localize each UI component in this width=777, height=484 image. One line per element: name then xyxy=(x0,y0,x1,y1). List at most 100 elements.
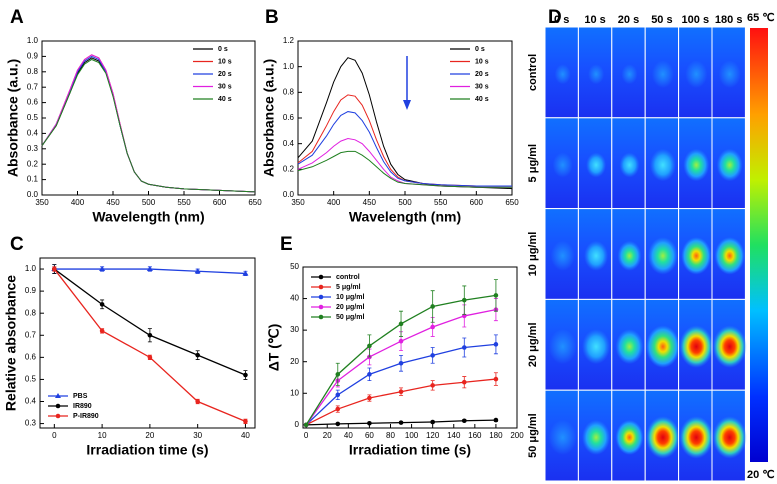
y-tick-label: 0.3 xyxy=(25,419,37,428)
thermal-spot xyxy=(552,152,573,178)
legend-label: 5 μg/ml xyxy=(336,284,361,291)
x-axis-label: Irradiation time (s) xyxy=(349,442,471,458)
y-tick-label: 0.6 xyxy=(25,352,37,361)
x-tick-label: 60 xyxy=(365,431,374,440)
thermal-spot xyxy=(584,240,609,271)
thermal-spot xyxy=(651,60,674,88)
legend-marker xyxy=(318,304,324,310)
legend-label: 10 s xyxy=(475,58,489,65)
marker xyxy=(461,379,467,385)
time-label: 10 s xyxy=(584,14,605,26)
thermal-spot xyxy=(712,325,747,368)
x-tick-label: 600 xyxy=(470,198,484,207)
legend-marker xyxy=(318,284,324,290)
x-tick-label: 180 xyxy=(489,431,503,440)
legend-label: 30 s xyxy=(475,83,489,90)
x-axis-label: Irradiation time (s) xyxy=(86,442,208,458)
x-tick-label: 140 xyxy=(447,431,461,440)
legend-label: 10 s xyxy=(218,58,232,65)
legend-label: 10 μg/ml xyxy=(336,294,364,301)
legend-label: 20 μg/ml xyxy=(336,304,364,311)
group-label: 50 μg/ml xyxy=(527,413,539,458)
thermal-spot xyxy=(617,240,642,271)
time-label: 50 s xyxy=(651,14,672,26)
x-tick-label: 350 xyxy=(291,198,305,207)
marker xyxy=(242,270,249,276)
panel-letter: B xyxy=(265,7,279,28)
x-tick-label: 550 xyxy=(434,198,448,207)
legend-label: 40 s xyxy=(475,96,489,103)
y-tick-label: 10 xyxy=(290,388,299,397)
x-tick-label: 20 xyxy=(145,431,154,440)
y-tick-label: 1.2 xyxy=(283,36,295,45)
time-label: 20 s xyxy=(618,14,639,26)
marker xyxy=(430,304,435,309)
scale-max: 65 ℃ xyxy=(747,12,775,24)
legend-label: 30 s xyxy=(218,83,232,90)
time-label: 100 s xyxy=(682,14,710,26)
marker xyxy=(493,293,499,298)
x-tick-label: 100 xyxy=(405,431,419,440)
x-tick-label: 500 xyxy=(398,198,412,207)
y-tick-label: 0.1 xyxy=(27,175,39,184)
marker xyxy=(195,399,200,404)
panel-letter: C xyxy=(10,234,24,255)
thermal-spot xyxy=(679,325,714,368)
marker xyxy=(398,360,404,366)
x-tick-label: 20 xyxy=(323,431,332,440)
series-line xyxy=(41,58,256,193)
marker xyxy=(243,419,248,424)
thermal-spot xyxy=(645,416,680,459)
y-tick-label: 0.6 xyxy=(283,113,295,122)
marker xyxy=(430,383,435,388)
marker xyxy=(367,420,372,426)
y-tick-label: 1.0 xyxy=(27,36,39,45)
x-tick-label: 400 xyxy=(71,198,85,207)
legend-label: 20 s xyxy=(218,71,232,78)
legend-label: 50 μg/ml xyxy=(336,314,364,321)
x-axis-label: Wavelength (nm) xyxy=(349,209,461,225)
thermal-spot xyxy=(582,329,611,365)
y-tick-label: 0.6 xyxy=(27,98,39,107)
thermal-spot xyxy=(550,240,575,271)
y-tick-label: 0.7 xyxy=(27,82,39,91)
legend-label: 20 s xyxy=(475,71,489,78)
y-tick-label: 50 xyxy=(290,262,299,271)
plot-frame xyxy=(39,257,256,429)
marker xyxy=(367,372,372,377)
thermal-spot xyxy=(685,60,708,88)
time-label: 0 s xyxy=(554,14,569,26)
marker xyxy=(398,338,404,344)
marker xyxy=(147,332,153,338)
thermal-spot xyxy=(586,152,607,178)
thermal-spot xyxy=(582,419,611,455)
y-tick-label: 0.7 xyxy=(25,330,37,339)
legend-label: 0 s xyxy=(218,46,228,53)
legend-marker xyxy=(55,393,61,398)
y-tick-label: 1.0 xyxy=(283,62,295,71)
thermal-spot xyxy=(681,237,712,275)
marker xyxy=(461,345,467,350)
thermal-spot xyxy=(615,329,644,365)
x-axis-label: Wavelength (nm) xyxy=(92,209,204,225)
marker xyxy=(99,328,105,334)
group-label: 10 μg/ml xyxy=(527,232,539,277)
x-tick-label: 0 xyxy=(52,431,57,440)
y-axis-label: ΔT (℃) xyxy=(266,324,282,372)
y-tick-label: 0.4 xyxy=(283,139,295,148)
y-tick-label: 0.5 xyxy=(27,113,39,122)
legend-marker xyxy=(55,413,61,419)
thermal-spot xyxy=(548,419,577,455)
series-line xyxy=(297,111,512,187)
group-label: 20 μg/ml xyxy=(527,322,539,367)
marker xyxy=(367,395,372,401)
marker xyxy=(52,266,57,272)
x-tick-label: 30 xyxy=(193,431,202,440)
marker xyxy=(367,343,372,349)
x-tick-label: 200 xyxy=(510,431,524,440)
marker xyxy=(493,342,499,347)
color-bar xyxy=(750,28,768,462)
thermal-spot xyxy=(679,416,714,459)
panel-letter: D xyxy=(548,7,562,28)
x-tick-label: 80 xyxy=(386,431,395,440)
